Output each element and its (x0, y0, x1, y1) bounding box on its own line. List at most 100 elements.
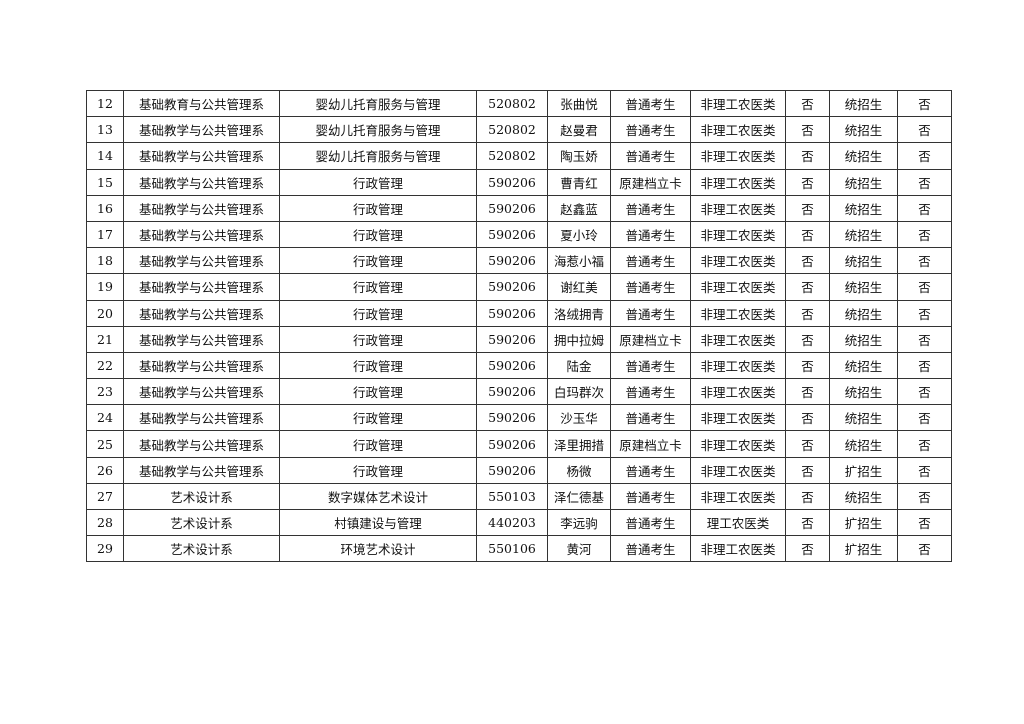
student-name-cell: 泽里拥措 (547, 430, 611, 458)
row-number-cell: 22 (86, 351, 124, 380)
subject-category-cell: 非理工农医类 (690, 351, 786, 380)
candidate-type-cell: 普通考生 (610, 508, 691, 537)
subject-category-cell: 非理工农医类 (690, 142, 786, 170)
flag-2-cell: 否 (897, 482, 952, 511)
major-cell: 行政管理 (279, 456, 477, 484)
flag-2-cell: 否 (897, 89, 952, 118)
candidate-type-cell: 普通考生 (610, 116, 691, 144)
row-number-cell: 27 (86, 482, 124, 511)
student-name-cell: 杨微 (547, 456, 611, 484)
row-number-cell: 16 (86, 194, 124, 222)
flag-2-cell: 否 (897, 116, 952, 144)
enrollment-type-cell: 统招生 (829, 299, 898, 327)
major-cell: 行政管理 (279, 299, 477, 327)
major-code-cell: 590206 (476, 456, 548, 484)
flag-1-cell: 否 (785, 194, 830, 222)
row-number-cell: 20 (86, 299, 124, 327)
row-number-cell: 21 (86, 325, 124, 353)
candidate-type-cell: 普通考生 (610, 456, 691, 484)
subject-category-cell: 理工农医类 (690, 508, 786, 537)
flag-1-cell: 否 (785, 142, 830, 170)
subject-category-cell: 非理工农医类 (690, 456, 786, 484)
department-cell: 基础教育与公共管理系 (123, 89, 280, 118)
enrollment-type-cell: 统招生 (829, 194, 898, 222)
row-number-cell: 23 (86, 378, 124, 406)
student-name-cell: 张曲悦 (547, 89, 611, 118)
department-cell: 基础教学与公共管理系 (123, 273, 280, 301)
major-cell: 行政管理 (279, 325, 477, 353)
subject-category-cell: 非理工农医类 (690, 535, 786, 563)
subject-category-cell: 非理工农医类 (690, 482, 786, 511)
department-cell: 基础教学与公共管理系 (123, 194, 280, 222)
department-cell: 基础教学与公共管理系 (123, 247, 280, 275)
department-cell: 艺术设计系 (123, 535, 280, 563)
enrollment-type-cell: 统招生 (829, 220, 898, 249)
major-code-cell: 590206 (476, 404, 548, 432)
major-code-cell: 550103 (476, 482, 548, 511)
department-cell: 艺术设计系 (123, 482, 280, 511)
flag-2-cell: 否 (897, 168, 952, 196)
row-number-cell: 28 (86, 508, 124, 537)
table-row: 26 基础教学与公共管理系 行政管理 590206 杨微 普通考生 非理工农医类否扩招生否 (86, 456, 952, 484)
flag-1-cell: 否 (785, 116, 830, 144)
flag-1-cell: 否 (785, 273, 830, 301)
department-cell: 基础教学与公共管理系 (123, 430, 280, 458)
student-name-cell: 沙玉华 (547, 404, 611, 432)
flag-2-cell: 否 (897, 508, 952, 537)
department-cell: 艺术设计系 (123, 508, 280, 537)
major-code-cell: 590206 (476, 168, 548, 196)
enrollment-type-cell: 统招生 (829, 404, 898, 432)
flag-2-cell: 否 (897, 142, 952, 170)
table-row: 19 基础教学与公共管理系 行政管理 590206 谢红美 普通考生 非理工农医类否统招生否 (86, 273, 952, 301)
candidate-type-cell: 原建档立卡 (610, 168, 691, 196)
table-row: 29 艺术设计系 环境艺术设计 550106 黄河 普通考生 非理工农医类否扩招生否 (86, 535, 952, 563)
row-number-cell: 18 (86, 247, 124, 275)
candidate-type-cell: 普通考生 (610, 89, 691, 118)
major-cell: 行政管理 (279, 194, 477, 222)
flag-1-cell: 否 (785, 430, 830, 458)
candidate-type-cell: 普通考生 (610, 194, 691, 222)
candidate-type-cell: 普通考生 (610, 299, 691, 327)
enrollment-type-cell: 统招生 (829, 325, 898, 353)
flag-1-cell: 否 (785, 508, 830, 537)
candidate-type-cell: 普通考生 (610, 482, 691, 511)
major-cell: 行政管理 (279, 220, 477, 249)
student-name-cell: 谢红美 (547, 273, 611, 301)
enrollment-type-cell: 统招生 (829, 351, 898, 380)
major-cell: 行政管理 (279, 168, 477, 196)
major-cell: 行政管理 (279, 273, 477, 301)
subject-category-cell: 非理工农医类 (690, 194, 786, 222)
flag-2-cell: 否 (897, 220, 952, 249)
enrollment-type-cell: 统招生 (829, 89, 898, 118)
flag-2-cell: 否 (897, 325, 952, 353)
table-row: 24 基础教学与公共管理系 行政管理 590206 沙玉华 普通考生 非理工农医类否统招生否 (86, 404, 952, 432)
table-row: 22 基础教学与公共管理系 行政管理 590206 陆金 普通考生 非理工农医类否统招生否 (86, 351, 952, 380)
major-code-cell: 590206 (476, 325, 548, 353)
student-name-cell: 曹青红 (547, 168, 611, 196)
student-name-cell: 赵曼君 (547, 116, 611, 144)
row-number-cell: 13 (86, 116, 124, 144)
flag-1-cell: 否 (785, 535, 830, 563)
student-name-cell: 陆金 (547, 351, 611, 380)
enrollment-type-cell: 统招生 (829, 430, 898, 458)
major-code-cell: 590206 (476, 351, 548, 380)
candidate-type-cell: 普通考生 (610, 535, 691, 563)
row-number-cell: 14 (86, 142, 124, 170)
flag-2-cell: 否 (897, 194, 952, 222)
flag-2-cell: 否 (897, 456, 952, 484)
student-name-cell: 陶玉娇 (547, 142, 611, 170)
row-number-cell: 17 (86, 220, 124, 249)
table-row: 14 基础教学与公共管理系 婴幼儿托育服务与管理 520802 陶玉娇 普通考生 非理工农医… (86, 142, 952, 170)
candidate-type-cell: 普通考生 (610, 378, 691, 406)
department-cell: 基础教学与公共管理系 (123, 404, 280, 432)
major-code-cell: 440203 (476, 508, 548, 537)
candidate-type-cell: 原建档立卡 (610, 430, 691, 458)
table-row: 13 基础教学与公共管理系 婴幼儿托育服务与管理 520802 赵曼君 普通考生 非理工农医… (86, 116, 952, 144)
candidate-type-cell: 普通考生 (610, 273, 691, 301)
candidate-type-cell: 普通考生 (610, 351, 691, 380)
flag-2-cell: 否 (897, 535, 952, 563)
major-cell: 行政管理 (279, 351, 477, 380)
enrollment-type-cell: 扩招生 (829, 508, 898, 537)
table-row: 27 艺术设计系 数字媒体艺术设计 550103 泽仁德基 普通考生 非理工农医类否统招生否 (86, 482, 952, 511)
department-cell: 基础教学与公共管理系 (123, 116, 280, 144)
